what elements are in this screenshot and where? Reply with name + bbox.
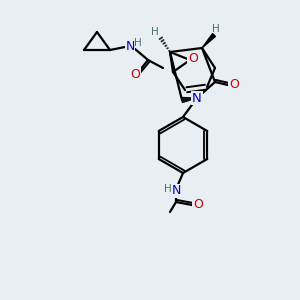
- Text: H: H: [151, 27, 159, 37]
- Text: O: O: [193, 197, 203, 211]
- Text: O: O: [188, 52, 198, 64]
- Polygon shape: [202, 34, 215, 48]
- Text: N: N: [171, 184, 181, 197]
- Text: N: N: [192, 92, 202, 104]
- Text: H: H: [134, 38, 142, 48]
- Text: N: N: [125, 40, 135, 53]
- Text: H: H: [212, 24, 220, 34]
- Text: H: H: [164, 184, 172, 194]
- Polygon shape: [182, 98, 197, 103]
- Text: O: O: [229, 79, 239, 92]
- Text: O: O: [130, 68, 140, 80]
